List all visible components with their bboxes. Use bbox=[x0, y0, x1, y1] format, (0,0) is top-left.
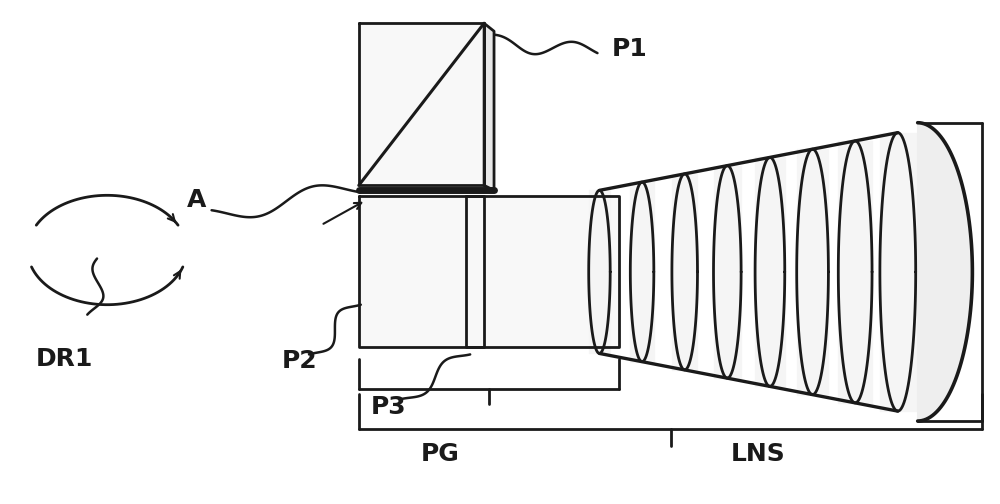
Polygon shape bbox=[918, 122, 972, 421]
Polygon shape bbox=[359, 197, 484, 347]
Polygon shape bbox=[359, 23, 484, 185]
Text: P3: P3 bbox=[371, 395, 406, 419]
Polygon shape bbox=[484, 23, 494, 191]
Text: LNS: LNS bbox=[731, 442, 786, 466]
Text: DR1: DR1 bbox=[36, 347, 93, 371]
Text: P2: P2 bbox=[281, 349, 317, 373]
Text: P1: P1 bbox=[611, 37, 647, 61]
Text: A: A bbox=[187, 188, 206, 212]
Text: PG: PG bbox=[421, 442, 460, 466]
Polygon shape bbox=[466, 197, 619, 347]
